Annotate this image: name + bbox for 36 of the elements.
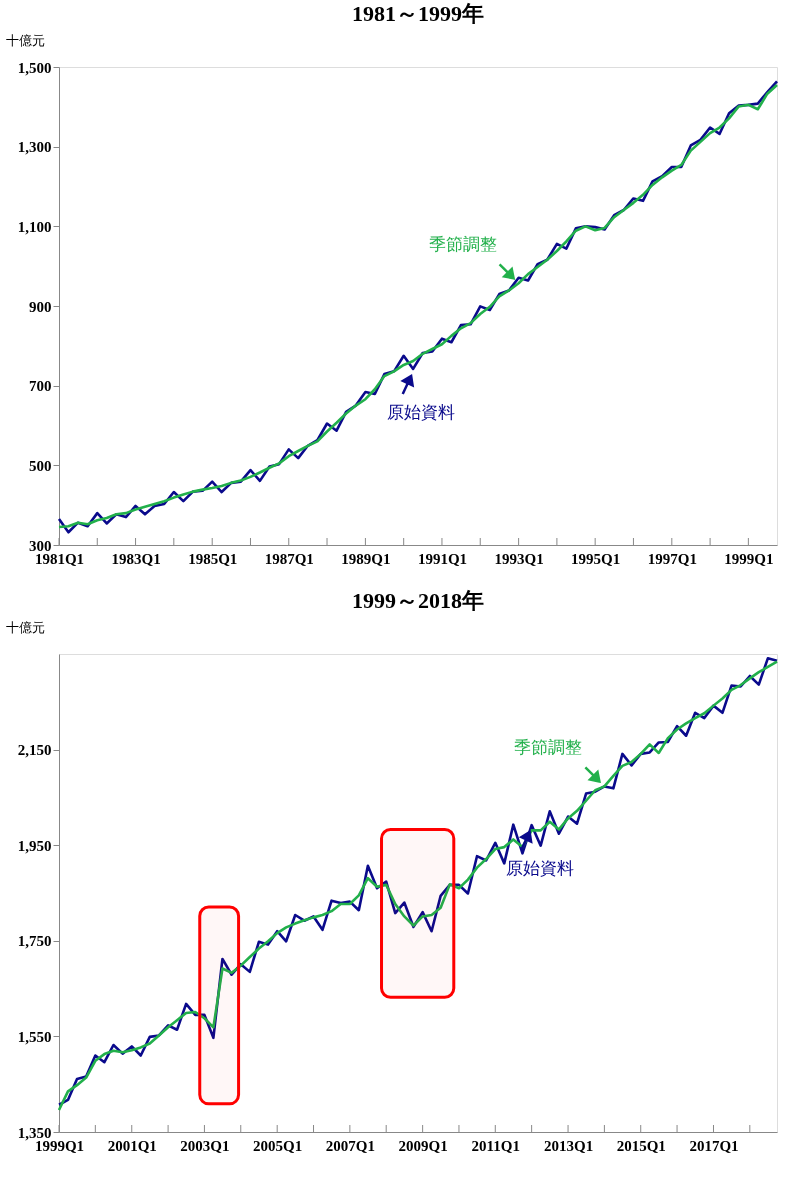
x-tick-label: 1993Q1	[494, 550, 544, 567]
y-tick-label: 1,300	[17, 139, 52, 156]
x-tick-label: 2001Q1	[107, 1137, 157, 1154]
x-tick-label: 2013Q1	[543, 1137, 594, 1154]
y-tick-label: 1,100	[17, 218, 52, 235]
x-tick-label: 2007Q1	[325, 1137, 375, 1154]
x-tick-label: 1997Q1	[647, 550, 697, 567]
x-tick-label: 1995Q1	[571, 550, 621, 567]
text: 季節調整	[514, 737, 583, 758]
y-tick-label: 700	[29, 378, 52, 395]
y-tick-label: 2,150	[17, 742, 52, 759]
x-tick-label: 2015Q1	[616, 1137, 666, 1154]
y-tick-label: 1,500	[17, 59, 52, 76]
legend-label: 原始資料	[387, 401, 456, 422]
x-tick-label: 1983Q1	[111, 550, 161, 567]
x-tick-label: 2011Q1	[471, 1137, 520, 1154]
x-tick-label: 2005Q1	[253, 1137, 303, 1154]
y-tick-label: 1,750	[17, 933, 52, 950]
y-axis-title: 十億元	[5, 32, 45, 48]
x-tick-label: 1999Q1	[724, 550, 774, 567]
y-tick-label: 500	[29, 457, 52, 474]
x-tick-label: 2017Q1	[689, 1137, 739, 1154]
y-tick-label: 900	[29, 298, 52, 315]
x-tick-label: 1985Q1	[188, 550, 238, 567]
x-tick-label: 1987Q1	[264, 550, 314, 567]
x-tick-label: 1989Q1	[341, 550, 391, 567]
y-tick-label: 1,950	[17, 837, 52, 854]
x-tick-label: 2009Q1	[398, 1137, 448, 1154]
chart-title: 1981～1999年	[352, 1, 484, 26]
chart-title: 1999～2018年	[352, 588, 484, 613]
y-axis-title: 十億元	[5, 619, 45, 635]
x-tick-label: 1991Q1	[417, 550, 468, 567]
legend-label: 原始資料	[505, 858, 574, 879]
x-tick-label: 2003Q1	[180, 1137, 230, 1154]
y-tick-label: 1,550	[17, 1028, 52, 1045]
text: 季節調整	[428, 234, 497, 255]
